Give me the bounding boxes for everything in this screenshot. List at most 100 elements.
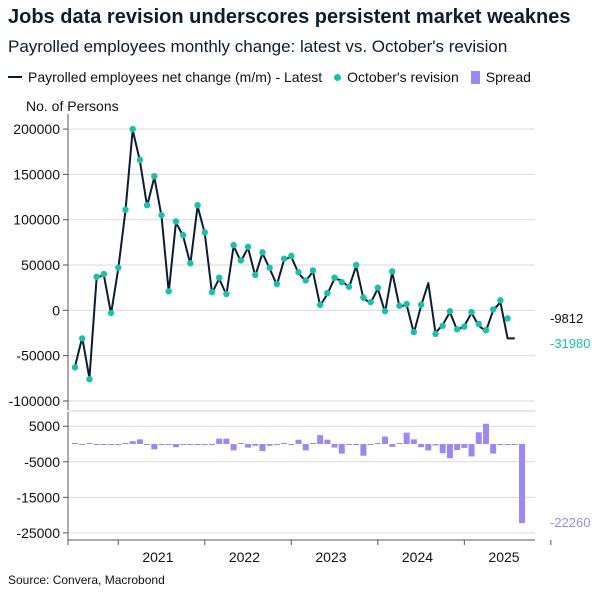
y-tick-label-bottom: -5000: [24, 454, 60, 470]
legend: Payrolled employees net change (m/m) - L…: [8, 69, 543, 85]
spread-bar: [410, 439, 417, 444]
spread-bar: [382, 436, 389, 444]
revision-point: [71, 364, 79, 371]
revision-point: [302, 277, 309, 284]
revision-point: [100, 270, 108, 278]
revision-point: [259, 249, 266, 256]
revision-point: [403, 300, 410, 308]
spread-bar: [165, 444, 172, 445]
spread-bar: [324, 439, 331, 444]
spread-bar: [266, 444, 273, 446]
revision-point: [179, 231, 187, 239]
spread-bar: [144, 444, 151, 445]
spread-bar: [158, 444, 165, 445]
spread-bar: [108, 444, 115, 446]
revision-point: [187, 259, 194, 267]
revision-point: [381, 308, 389, 315]
revision-point: [280, 255, 288, 262]
revision-point: [497, 297, 504, 304]
end-label-spread: -22260: [550, 515, 590, 530]
legend-swatch-spread: [470, 70, 480, 84]
chart-subtitle: Payrolled employees monthly change: late…: [8, 37, 508, 56]
spread-bar: [288, 444, 295, 446]
spread-bar: [338, 444, 345, 454]
revision-point: [143, 201, 151, 209]
revision-point: [410, 328, 418, 336]
revision-point: [216, 274, 223, 281]
revision-point: [288, 252, 295, 260]
spread-bar: [295, 439, 302, 444]
revision-point: [223, 290, 230, 298]
legend-item-revision: October's revision: [334, 69, 459, 85]
spread-bar: [345, 444, 352, 446]
spread-bar: [367, 444, 374, 445]
y-tick-label-top: 100000: [13, 212, 60, 228]
spread-bar: [454, 444, 461, 451]
y-tick-label-bottom: 5000: [29, 418, 60, 434]
spread-bar: [360, 444, 367, 456]
spread-bar: [259, 444, 266, 452]
spread-bar: [208, 444, 215, 446]
revision-point: [266, 264, 273, 271]
legend-item-latest: Payrolled employees net change (m/m) - L…: [8, 69, 322, 85]
revision-point: [504, 315, 511, 322]
revision-point: [129, 125, 136, 133]
revision-point: [79, 335, 86, 342]
spread-bar: [418, 444, 425, 448]
spread-bar: [245, 444, 252, 448]
revision-point: [86, 375, 93, 383]
spread-bar: [136, 439, 143, 444]
revision-point: [151, 172, 158, 180]
revision-point: [489, 306, 497, 313]
y-tick-label-top: 50000: [21, 257, 60, 273]
legend-item-spread: Spread: [470, 69, 531, 85]
revision-point: [136, 156, 144, 164]
spread-bar: [446, 444, 453, 459]
spread-bar: [216, 438, 223, 444]
y-tick-label-bottom: -25000: [16, 525, 60, 541]
y-tick-label-bottom: -15000: [16, 489, 60, 505]
spread-bar: [79, 444, 86, 445]
legend-label-latest: Payrolled employees net change (m/m) - L…: [28, 69, 323, 85]
spread-bar: [497, 444, 504, 446]
revision-point: [165, 288, 172, 295]
revision-point: [475, 320, 482, 328]
spread-bar: [223, 438, 230, 444]
spread-bar: [93, 444, 100, 445]
x-tick-label: 2021: [142, 549, 173, 565]
spread-bar: [172, 444, 179, 448]
spread-bar: [273, 444, 280, 446]
spread-bar: [180, 444, 187, 445]
revision-point: [432, 330, 439, 338]
y-tick-label-top: -100000: [9, 393, 61, 409]
spread-bar: [490, 444, 497, 454]
spread-bar: [115, 444, 122, 446]
spread-bar: [482, 423, 489, 444]
spread-bar: [187, 444, 194, 445]
revision-point: [252, 271, 259, 279]
revision-point: [115, 264, 122, 271]
spread-bar: [237, 443, 244, 444]
spread-bar: [439, 444, 446, 454]
legend-label-spread: Spread: [485, 69, 531, 85]
x-tick-label: 2024: [402, 549, 433, 565]
spread-bar: [519, 444, 526, 524]
x-tick-label: 2022: [229, 549, 260, 565]
spread-bar: [230, 444, 237, 451]
revision-point: [446, 308, 454, 315]
spread-bar: [461, 444, 468, 448]
end-label-revision: -31980: [550, 336, 590, 351]
x-tick-label: 2025: [488, 549, 519, 565]
spread-bar: [396, 443, 403, 444]
revision-point: [273, 280, 281, 288]
spread-bar: [475, 432, 482, 444]
spread-bar: [432, 444, 439, 446]
spread-bar: [389, 444, 396, 447]
spread-bar: [302, 444, 309, 451]
spread-bar: [374, 443, 381, 444]
spread-bar: [281, 443, 288, 444]
revision-point: [389, 268, 396, 275]
revision-point: [158, 211, 165, 219]
revision-point: [439, 322, 446, 329]
spread-bar: [252, 444, 259, 446]
